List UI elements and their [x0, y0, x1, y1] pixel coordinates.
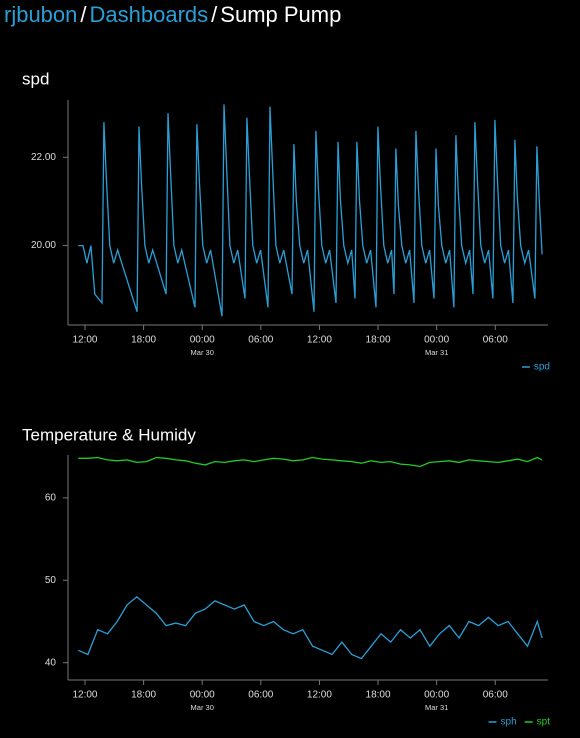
x-tick-label: 18:00	[366, 335, 391, 346]
x-tick-label: 12:00	[72, 690, 97, 701]
y-tick-label: 50	[45, 575, 57, 586]
x-tick-label: 00:00	[424, 335, 449, 346]
series-line	[77, 595, 543, 660]
x-tick-label: 18:00	[131, 335, 156, 346]
legend-label: sph	[501, 717, 517, 728]
x-tick-label: 06:00	[483, 335, 508, 346]
x-tick-label: 06:00	[248, 335, 273, 346]
x-tick-label: 18:00	[131, 690, 156, 701]
x-tick-date: Mar 30	[191, 348, 214, 357]
chart-title: Temperature & Humidy	[22, 425, 196, 444]
breadcrumb-link[interactable]: Dashboards	[89, 2, 209, 27]
chart-title: spd	[22, 69, 49, 88]
x-tick-label: 06:00	[483, 690, 508, 701]
y-tick-label: 40	[45, 657, 57, 668]
x-tick-label: 00:00	[190, 335, 215, 346]
x-tick-label: 06:00	[248, 690, 273, 701]
breadcrumb-current: Sump Pump	[220, 2, 342, 27]
y-tick-label: 22.00	[31, 152, 56, 163]
breadcrumb-separator: /	[80, 2, 87, 27]
breadcrumb-link[interactable]: rjbubon	[4, 2, 78, 27]
x-tick-date: Mar 31	[425, 348, 448, 357]
legend-label: spd	[534, 362, 550, 373]
breadcrumb: rjbubon / Dashboards / Sump Pump	[4, 2, 341, 28]
y-tick-label: 20.00	[31, 240, 56, 251]
x-tick-label: 18:00	[366, 690, 391, 701]
x-tick-date: Mar 31	[425, 703, 448, 712]
x-tick-label: 00:00	[424, 690, 449, 701]
x-tick-label: 12:00	[307, 690, 332, 701]
x-tick-date: Mar 30	[191, 703, 214, 712]
series-line	[78, 456, 543, 468]
breadcrumb-separator: /	[211, 2, 218, 27]
x-tick-label: 12:00	[307, 335, 332, 346]
y-tick-label: 60	[45, 492, 57, 503]
x-tick-label: 00:00	[190, 690, 215, 701]
series-line	[78, 104, 543, 317]
legend-label: spt	[537, 717, 551, 728]
x-tick-label: 12:00	[72, 335, 97, 346]
